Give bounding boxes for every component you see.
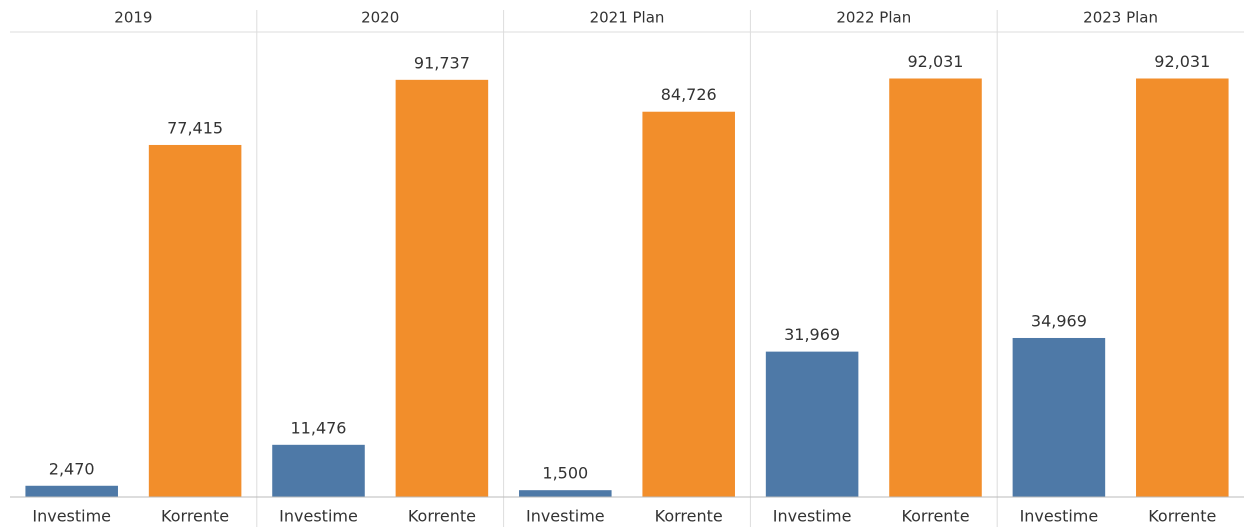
bar xyxy=(272,444,365,497)
bar xyxy=(148,144,242,497)
data-label: 2,470 xyxy=(49,459,95,478)
x-tick-label: Investime xyxy=(32,507,111,526)
data-label: 34,969 xyxy=(1031,311,1087,330)
bar xyxy=(642,111,735,497)
x-tick-label: Korrente xyxy=(408,507,476,526)
panel-header: 2020 xyxy=(361,9,399,27)
data-label: 92,031 xyxy=(908,52,964,71)
x-tick-label: Korrente xyxy=(1148,507,1216,526)
bar xyxy=(889,78,982,497)
x-tick-label: Investime xyxy=(526,507,605,526)
x-tick-label: Investime xyxy=(773,507,852,526)
panel-header: 2023 Plan xyxy=(1083,9,1158,27)
panel-header: 2022 Plan xyxy=(836,9,911,27)
panel-header: 2021 Plan xyxy=(590,9,665,27)
data-label: 11,476 xyxy=(291,418,347,437)
x-tick-label: Korrente xyxy=(655,507,723,526)
x-tick-label: Investime xyxy=(279,507,358,526)
x-tick-label: Korrente xyxy=(901,507,969,526)
data-label: 77,415 xyxy=(167,118,223,137)
x-tick-label: Investime xyxy=(1020,507,1099,526)
bar xyxy=(25,485,118,497)
bar xyxy=(519,490,612,497)
bar xyxy=(1012,337,1106,497)
data-label: 84,726 xyxy=(661,85,717,104)
x-tick-label: Korrente xyxy=(161,507,229,526)
data-label: 31,969 xyxy=(784,325,840,344)
data-label: 1,500 xyxy=(542,464,588,483)
panel-header: 2019 xyxy=(114,9,152,27)
data-label: 91,737 xyxy=(414,53,470,72)
bar xyxy=(1136,78,1229,497)
bar xyxy=(765,351,859,497)
bar xyxy=(395,79,489,498)
data-label: 92,031 xyxy=(1154,52,1210,71)
